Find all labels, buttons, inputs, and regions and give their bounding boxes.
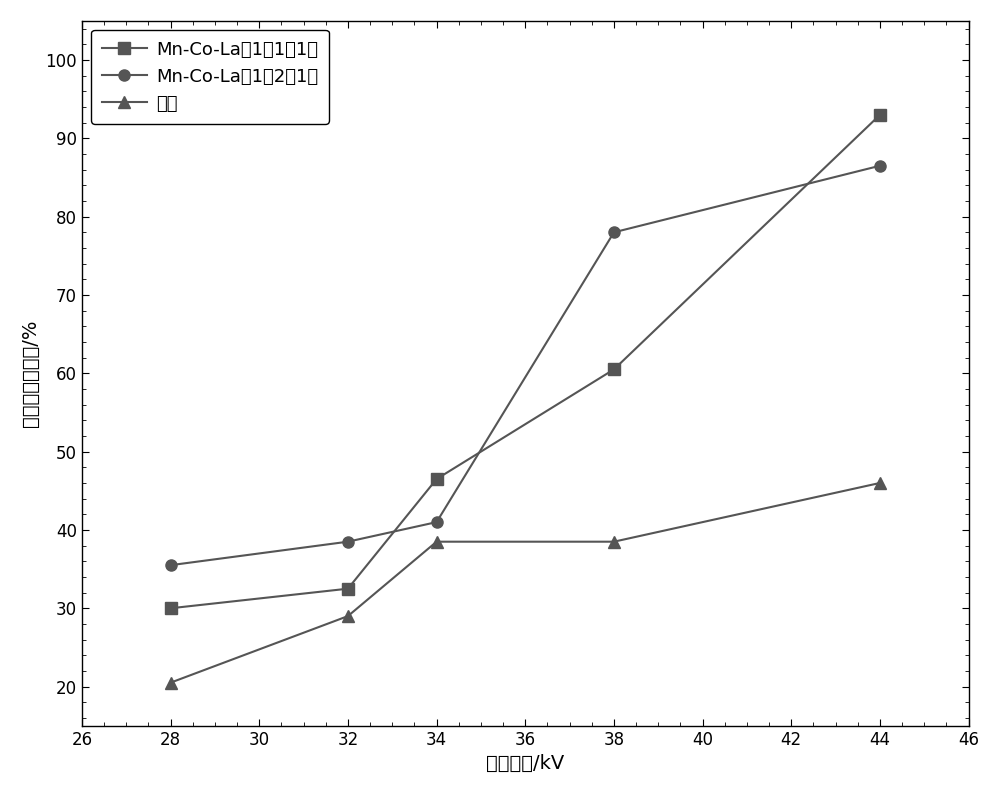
- Mn-Co-La（1：1：1）: [342, 584, 354, 593]
- Mn-Co-La（1：2：1）: [165, 561, 177, 570]
- Line: 空管: 空管: [165, 477, 886, 688]
- Mn-Co-La（1：2：1）: [431, 518, 443, 527]
- 空管: [431, 537, 443, 546]
- Mn-Co-La（1：2：1）: [608, 228, 620, 237]
- Mn-Co-La（1：2：1）: [874, 161, 886, 171]
- 空管: [608, 537, 620, 546]
- Line: Mn-Co-La（1：1：1）: Mn-Co-La（1：1：1）: [165, 110, 886, 614]
- 空管: [342, 611, 354, 621]
- Mn-Co-La（1：1：1）: [431, 474, 443, 484]
- 空管: [165, 678, 177, 688]
- Mn-Co-La（1：1：1）: [874, 110, 886, 120]
- Mn-Co-La（1：1：1）: [608, 364, 620, 374]
- Mn-Co-La（1：1：1）: [165, 603, 177, 613]
- Mn-Co-La（1：2：1）: [342, 537, 354, 546]
- Line: Mn-Co-La（1：2：1）: Mn-Co-La（1：2：1）: [165, 160, 886, 571]
- 空管: [874, 478, 886, 488]
- Legend: Mn-Co-La（1：1：1）, Mn-Co-La（1：2：1）, 空管: Mn-Co-La（1：1：1）, Mn-Co-La（1：2：1）, 空管: [91, 30, 329, 124]
- X-axis label: 施加电压/kV: 施加电压/kV: [486, 754, 564, 773]
- Y-axis label: 乙酸乙酯降解率/%: 乙酸乙酯降解率/%: [21, 319, 40, 427]
